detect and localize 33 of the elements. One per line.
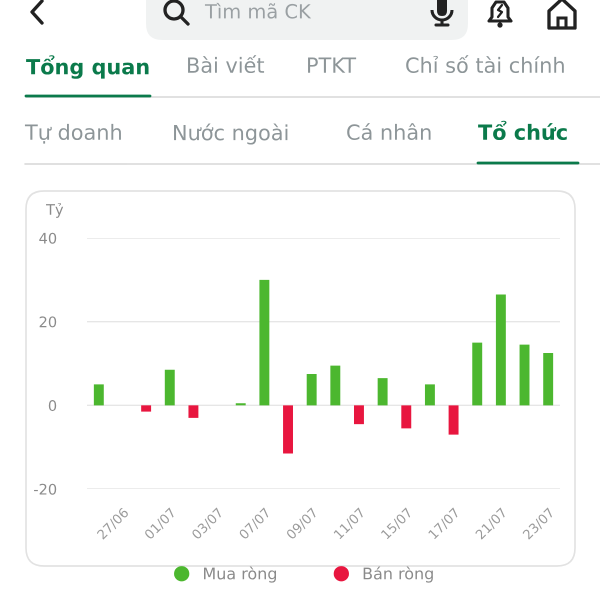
bar xyxy=(164,370,175,406)
bar xyxy=(448,405,459,435)
bar xyxy=(259,280,270,406)
y-axis-title: Tỷ xyxy=(46,202,64,218)
bar xyxy=(94,384,104,406)
text: Tự doanh xyxy=(24,124,121,144)
y-tick-label: 20 xyxy=(40,316,56,328)
bar xyxy=(330,366,340,406)
text: Chỉ số tài chính xyxy=(406,55,564,74)
y-tick-label: -20 xyxy=(34,484,56,495)
text: PTKT xyxy=(308,58,356,73)
text: Nước ngoài xyxy=(174,124,288,144)
bar xyxy=(401,405,412,428)
bar xyxy=(520,344,530,406)
bar xyxy=(472,342,482,406)
legend-label: Mua ròng xyxy=(204,566,276,583)
text: Tìm mã CK xyxy=(204,2,312,19)
bar xyxy=(543,353,554,406)
bar xyxy=(354,405,364,424)
y-tick-label: 0 xyxy=(48,400,56,412)
bar xyxy=(424,384,435,406)
text: Cá nhân xyxy=(347,123,431,140)
bar xyxy=(283,405,293,454)
bar xyxy=(306,374,317,406)
bar xyxy=(141,405,152,412)
text: Bài viết xyxy=(188,55,264,74)
legend-label: Bán ròng xyxy=(364,566,433,583)
bar xyxy=(188,405,198,418)
text: Tổng quan xyxy=(26,55,149,79)
y-tick-label: 40 xyxy=(39,232,56,244)
bar xyxy=(378,378,388,406)
text: Tổ chức xyxy=(478,120,567,140)
bar xyxy=(496,294,506,406)
